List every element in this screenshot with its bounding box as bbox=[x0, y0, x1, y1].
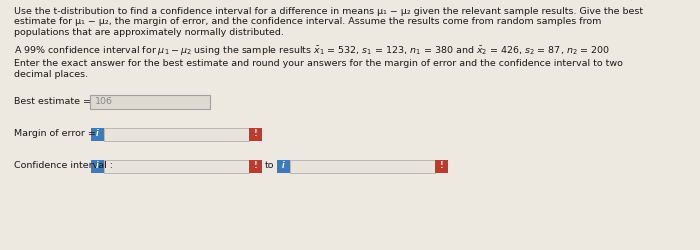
Text: to: to bbox=[265, 162, 274, 170]
Text: i: i bbox=[96, 162, 99, 170]
Text: Confidence interval :: Confidence interval : bbox=[14, 162, 113, 170]
FancyBboxPatch shape bbox=[277, 160, 290, 172]
FancyBboxPatch shape bbox=[249, 128, 262, 140]
Text: i: i bbox=[96, 130, 99, 138]
Text: Enter the exact answer for the best estimate and round your answers for the marg: Enter the exact answer for the best esti… bbox=[14, 60, 623, 68]
Text: populations that are approximately normally distributed.: populations that are approximately norma… bbox=[14, 28, 284, 37]
Text: Best estimate =: Best estimate = bbox=[14, 98, 91, 106]
FancyBboxPatch shape bbox=[290, 160, 435, 172]
FancyBboxPatch shape bbox=[91, 128, 104, 140]
FancyBboxPatch shape bbox=[104, 128, 249, 140]
Text: estimate for μ₁ − μ₂, the margin of error, and the confidence interval. Assume t: estimate for μ₁ − μ₂, the margin of erro… bbox=[14, 18, 601, 26]
FancyBboxPatch shape bbox=[104, 160, 249, 172]
Text: 106: 106 bbox=[95, 98, 113, 106]
FancyBboxPatch shape bbox=[90, 95, 210, 109]
Text: !: ! bbox=[253, 162, 258, 170]
Text: A 99% confidence interval for $\mu_1 - \mu_2$ using the sample results $\bar{x}_: A 99% confidence interval for $\mu_1 - \… bbox=[14, 44, 610, 57]
Text: !: ! bbox=[253, 130, 258, 138]
Text: i: i bbox=[282, 162, 285, 170]
Text: Use the t-distribution to find a confidence interval for a difference in means μ: Use the t-distribution to find a confide… bbox=[14, 7, 643, 16]
Text: Margin of error =: Margin of error = bbox=[14, 130, 96, 138]
FancyBboxPatch shape bbox=[249, 160, 262, 172]
Text: !: ! bbox=[440, 162, 443, 170]
Text: decimal places.: decimal places. bbox=[14, 70, 88, 79]
FancyBboxPatch shape bbox=[91, 160, 104, 172]
FancyBboxPatch shape bbox=[435, 160, 448, 172]
